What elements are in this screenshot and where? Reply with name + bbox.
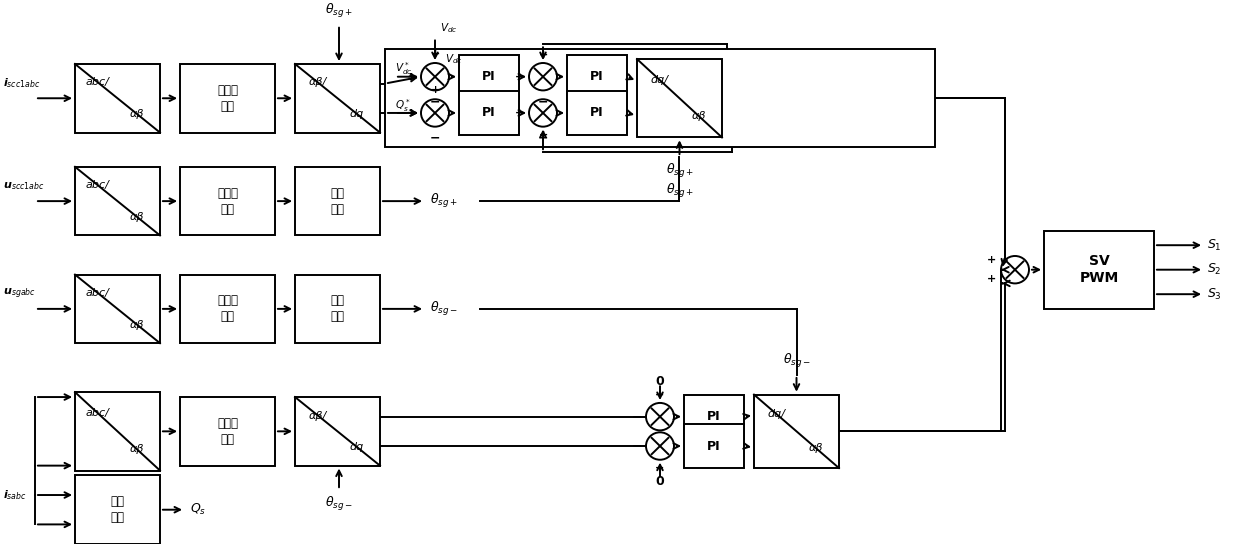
Text: PI: PI	[707, 410, 720, 423]
Text: $\theta_{sg-}$: $\theta_{sg-}$	[325, 495, 353, 513]
Bar	[180, 275, 275, 343]
Bar	[459, 91, 520, 135]
Text: $Q_s$: $Q_s$	[190, 502, 206, 517]
Text: PI: PI	[482, 70, 496, 83]
Text: 正负序
分离: 正负序 分离	[217, 187, 238, 215]
Bar	[180, 64, 275, 133]
Text: −: −	[430, 132, 440, 145]
Text: 正负序
分离: 正负序 分离	[217, 417, 238, 446]
Text: −: −	[538, 132, 548, 145]
Text: $Q^*_s$: $Q^*_s$	[396, 97, 410, 114]
Text: αβ: αβ	[130, 109, 144, 119]
Bar	[384, 50, 935, 147]
Text: abc/: abc/	[86, 77, 110, 88]
Text: +: +	[538, 50, 548, 60]
Text: −: −	[430, 95, 440, 108]
Bar	[74, 275, 160, 343]
Circle shape	[529, 99, 557, 127]
Bar	[74, 392, 160, 471]
Text: abc/: abc/	[86, 181, 110, 190]
Text: 功率
计算: 功率 计算	[110, 495, 124, 524]
Text: SV
PWM: SV PWM	[1079, 254, 1118, 286]
Text: 0: 0	[656, 475, 665, 488]
Text: +: +	[987, 255, 996, 265]
Bar	[180, 397, 275, 466]
Text: $V_{dc}$: $V_{dc}$	[445, 52, 463, 66]
Text: αβ/: αβ/	[309, 77, 327, 88]
Circle shape	[529, 63, 557, 90]
Bar	[295, 397, 379, 466]
Text: 正负序
分离: 正负序 分离	[217, 84, 238, 113]
Text: 正负序
分离: 正负序 分离	[217, 294, 238, 323]
Bar	[74, 475, 160, 544]
Text: −: −	[538, 95, 548, 108]
Text: $\boldsymbol{i}_{sabc}$: $\boldsymbol{i}_{sabc}$	[2, 488, 27, 502]
Text: +: +	[656, 390, 665, 400]
Bar	[295, 64, 379, 133]
Text: +: +	[407, 108, 415, 118]
Bar	[74, 167, 160, 236]
Text: +: +	[538, 129, 548, 140]
Text: abc/: abc/	[86, 409, 110, 418]
Text: dq: dq	[350, 442, 365, 452]
Text: dq/: dq/	[768, 410, 786, 419]
Text: $\theta_{sg+}$: $\theta_{sg+}$	[325, 2, 353, 20]
Text: +: +	[656, 463, 665, 473]
Text: αβ: αβ	[692, 112, 707, 121]
Text: αβ: αβ	[130, 444, 144, 454]
Text: αβ/: αβ/	[309, 411, 327, 421]
Text: 相角
计算: 相角 计算	[331, 294, 345, 323]
Circle shape	[422, 63, 449, 90]
Text: dq/: dq/	[651, 75, 668, 85]
Text: αβ: αβ	[130, 320, 144, 330]
Text: PI: PI	[590, 70, 604, 83]
Text: αβ: αβ	[130, 212, 144, 222]
Text: $S_1$: $S_1$	[1207, 238, 1221, 253]
Text: αβ: αβ	[808, 443, 823, 453]
Text: −: −	[631, 440, 642, 453]
Text: +: +	[407, 72, 415, 82]
Circle shape	[422, 99, 449, 127]
Text: $V^*_{dc}$: $V^*_{dc}$	[396, 60, 413, 77]
Bar	[1044, 231, 1154, 309]
Text: $V_{dc}$: $V_{dc}$	[440, 21, 458, 35]
Text: 相角
计算: 相角 计算	[331, 187, 345, 215]
Bar	[754, 394, 839, 468]
Text: −: −	[631, 410, 642, 423]
Circle shape	[646, 432, 675, 460]
Text: $S_2$: $S_2$	[1207, 262, 1221, 277]
Text: +: +	[515, 108, 525, 118]
Text: $\boldsymbol{i}_{scc1abc}$: $\boldsymbol{i}_{scc1abc}$	[2, 77, 41, 90]
Bar	[459, 54, 520, 99]
Bar	[180, 167, 275, 236]
Text: +: +	[987, 275, 996, 285]
Text: $S_3$: $S_3$	[1207, 287, 1221, 302]
Text: dq: dq	[350, 109, 365, 119]
Bar	[74, 64, 160, 133]
Bar	[295, 167, 379, 236]
Bar	[295, 275, 379, 343]
Text: $\theta_{sg+}$: $\theta_{sg+}$	[666, 162, 693, 180]
Text: 0: 0	[656, 375, 665, 388]
Bar	[567, 91, 627, 135]
Text: PI: PI	[707, 440, 720, 453]
Text: $\boldsymbol{u}_{scc1abc}$: $\boldsymbol{u}_{scc1abc}$	[2, 181, 45, 193]
Text: PI: PI	[482, 107, 496, 120]
Text: +: +	[515, 72, 525, 82]
Text: abc/: abc/	[86, 288, 110, 298]
Text: $\theta_{sg+}$: $\theta_{sg+}$	[430, 192, 458, 210]
Text: $\theta_{sg-}$: $\theta_{sg-}$	[782, 352, 811, 370]
Text: PI: PI	[590, 107, 604, 120]
Text: +: +	[432, 85, 440, 95]
Bar	[684, 424, 744, 468]
Bar	[567, 54, 627, 99]
Bar	[684, 394, 744, 438]
Text: $\boldsymbol{u}_{sgabc}$: $\boldsymbol{u}_{sgabc}$	[2, 287, 36, 301]
Text: $\theta_{sg-}$: $\theta_{sg-}$	[430, 300, 458, 318]
Text: $\theta_{sg+}$: $\theta_{sg+}$	[666, 182, 693, 200]
Text: +: +	[432, 49, 440, 59]
Circle shape	[646, 403, 675, 430]
Bar	[637, 59, 722, 138]
Circle shape	[1001, 256, 1029, 283]
